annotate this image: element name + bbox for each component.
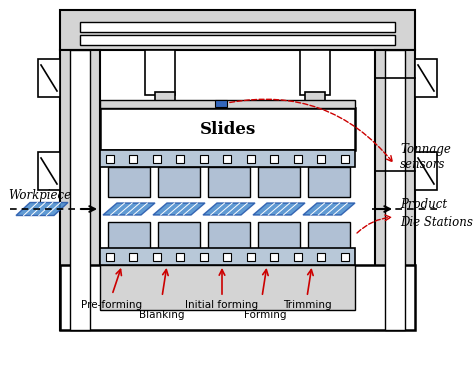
Bar (341, 155, 349, 163)
Bar (208, 167, 250, 197)
Polygon shape (303, 203, 355, 215)
Bar (200, 155, 208, 163)
Bar (308, 222, 350, 250)
Bar (215, 100, 227, 107)
Text: Trimming: Trimming (283, 300, 331, 310)
Bar (60, 50, 100, 330)
Bar (247, 253, 255, 261)
Bar (318, 253, 326, 261)
Bar (158, 167, 200, 197)
Bar (271, 253, 279, 261)
Bar (60, 265, 415, 330)
Bar (375, 50, 415, 330)
Bar (415, 152, 437, 190)
Bar (100, 265, 355, 310)
Bar (100, 100, 355, 108)
Bar (224, 253, 231, 261)
Bar (108, 167, 150, 197)
Polygon shape (153, 203, 205, 215)
Text: Workpiece: Workpiece (8, 188, 71, 201)
Bar (100, 108, 355, 150)
Bar (38, 152, 60, 190)
Text: Blanking: Blanking (139, 310, 185, 320)
Bar (108, 222, 150, 250)
Text: Product: Product (400, 199, 447, 211)
Text: Pre-forming: Pre-forming (82, 300, 143, 310)
Bar (106, 253, 114, 261)
Bar (158, 222, 200, 250)
Bar (80, 22, 395, 32)
Bar (80, 35, 395, 45)
Text: Tonnage
sensors: Tonnage sensors (400, 143, 451, 171)
Polygon shape (253, 203, 305, 215)
Bar (153, 253, 161, 261)
Bar (129, 253, 137, 261)
Bar (271, 155, 279, 163)
Text: Forming: Forming (244, 310, 286, 320)
Bar (294, 253, 302, 261)
Text: Die Stations: Die Stations (400, 215, 473, 228)
Text: Slides: Slides (200, 120, 256, 138)
Bar (308, 167, 350, 197)
Bar (100, 248, 355, 265)
Bar (385, 50, 405, 330)
Bar (300, 50, 330, 95)
Bar (318, 155, 326, 163)
Bar (38, 59, 60, 97)
Bar (155, 92, 175, 107)
Polygon shape (203, 203, 255, 215)
Bar (258, 222, 300, 250)
Bar (153, 155, 161, 163)
Bar (294, 155, 302, 163)
Bar (200, 253, 208, 261)
Bar (70, 50, 90, 330)
Bar (415, 59, 437, 97)
Bar (129, 155, 137, 163)
Bar (224, 155, 231, 163)
Bar (60, 10, 415, 50)
Bar (176, 155, 184, 163)
Bar (341, 253, 349, 261)
Bar (305, 92, 325, 107)
Bar (208, 222, 250, 250)
Bar (145, 50, 175, 95)
Bar (176, 253, 184, 261)
Bar (106, 155, 114, 163)
Bar (258, 167, 300, 197)
Polygon shape (103, 203, 155, 215)
Bar (100, 150, 355, 167)
Polygon shape (16, 203, 68, 215)
Bar (247, 155, 255, 163)
Text: Initial forming: Initial forming (185, 300, 258, 310)
